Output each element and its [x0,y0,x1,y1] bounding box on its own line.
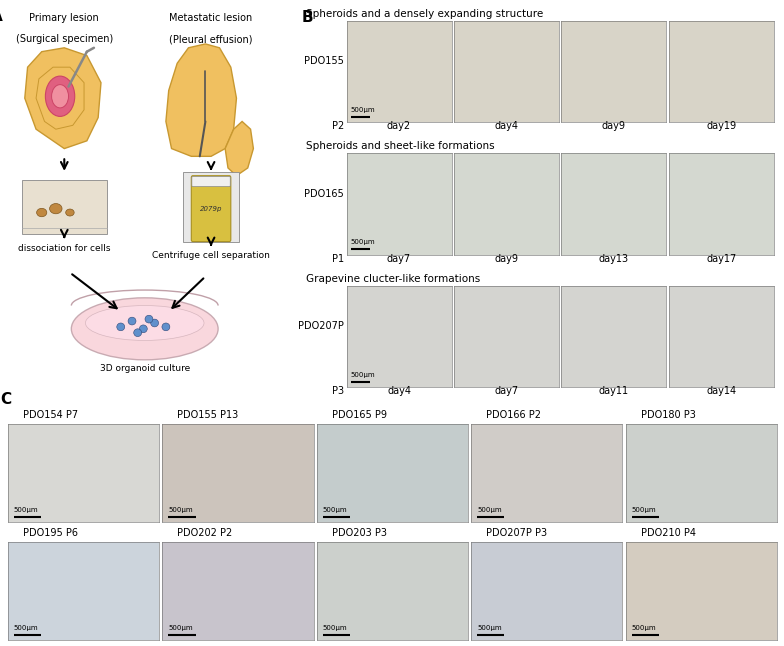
Text: 500μm: 500μm [14,625,38,631]
Text: PDO202 P2: PDO202 P2 [177,528,233,538]
Ellipse shape [117,323,125,331]
Circle shape [52,85,68,108]
Ellipse shape [151,319,158,327]
Text: dissociation for cells: dissociation for cells [18,244,111,253]
Ellipse shape [37,209,47,216]
Polygon shape [166,44,237,156]
Ellipse shape [128,317,136,325]
Text: Grapevine clucter-like formations: Grapevine clucter-like formations [306,274,480,284]
Text: 500μm: 500μm [323,625,347,631]
Text: day17: day17 [706,254,736,264]
Polygon shape [36,67,84,129]
Ellipse shape [85,306,204,340]
Text: PDO155: PDO155 [304,56,344,67]
Text: day7: day7 [495,386,518,396]
Text: PDO154 P7: PDO154 P7 [23,410,78,421]
Polygon shape [225,121,253,176]
Text: day9: day9 [602,121,626,131]
Text: PDO180 P3: PDO180 P3 [641,410,695,421]
Text: Spheroids and a densely expanding structure: Spheroids and a densely expanding struct… [306,9,543,19]
Text: P3: P3 [332,386,344,396]
Polygon shape [25,48,101,149]
Ellipse shape [145,315,153,323]
Text: Primary lesion: Primary lesion [30,13,99,23]
Text: PDO166 P2: PDO166 P2 [486,410,541,421]
Text: PDO207P: PDO207P [298,321,344,331]
Text: day14: day14 [706,386,736,396]
FancyBboxPatch shape [191,176,230,242]
Text: day13: day13 [599,254,629,264]
Text: P2: P2 [332,121,344,131]
Text: 500μm: 500μm [477,625,502,631]
Text: Spheroids and sheet-like formations: Spheroids and sheet-like formations [306,141,495,151]
Text: PDO155 P13: PDO155 P13 [177,410,238,421]
Ellipse shape [140,325,147,333]
Ellipse shape [162,323,170,331]
Text: (Surgical specimen): (Surgical specimen) [16,34,113,44]
Text: PDO165 P9: PDO165 P9 [332,410,387,421]
Text: PDO210 P4: PDO210 P4 [641,528,695,538]
Text: PDO207P P3: PDO207P P3 [486,528,547,538]
Text: day11: day11 [599,386,629,396]
Text: 2079p: 2079p [200,205,223,212]
Text: B: B [302,10,314,25]
Ellipse shape [49,203,62,214]
Text: day4: day4 [495,121,518,131]
Text: 500μm: 500μm [350,372,376,378]
Text: Metastatic lesion: Metastatic lesion [169,13,252,23]
Text: day9: day9 [495,254,518,264]
Text: PDO203 P3: PDO203 P3 [332,528,387,538]
Ellipse shape [71,298,218,360]
Text: 500μm: 500μm [350,107,376,113]
Text: 500μm: 500μm [169,507,193,514]
Text: 500μm: 500μm [169,625,193,631]
Text: day4: day4 [387,386,411,396]
Text: 500μm: 500μm [632,507,656,514]
Text: (Pleural effusion): (Pleural effusion) [169,34,252,44]
Text: day2: day2 [387,121,411,131]
Text: day19: day19 [706,121,736,131]
Text: PDO195 P6: PDO195 P6 [23,528,78,538]
Ellipse shape [66,209,74,216]
Text: 500μm: 500μm [14,507,38,514]
Text: P1: P1 [332,254,344,264]
Text: 3D organoid culture: 3D organoid culture [100,364,190,373]
FancyBboxPatch shape [183,172,239,242]
Text: 500μm: 500μm [323,507,347,514]
Ellipse shape [134,329,142,337]
Text: A: A [0,9,2,24]
FancyBboxPatch shape [192,176,230,187]
Text: Centrifuge cell separation: Centrifuge cell separation [152,251,270,260]
Text: 500μm: 500μm [350,240,376,245]
Circle shape [45,76,74,116]
Text: day7: day7 [387,254,411,264]
Text: 500μm: 500μm [477,507,502,514]
Text: 500μm: 500μm [632,625,656,631]
Text: C: C [0,392,11,407]
Text: PDO165: PDO165 [304,189,344,199]
FancyBboxPatch shape [22,180,107,234]
